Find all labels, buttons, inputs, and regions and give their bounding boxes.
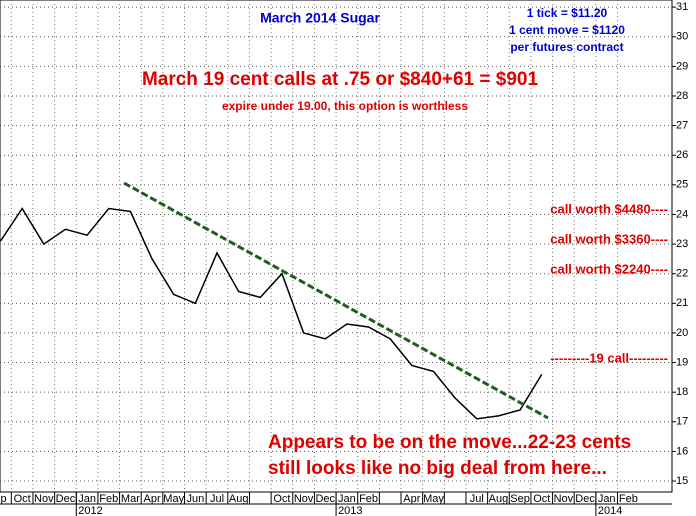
y-tick-label: 16 <box>676 445 688 457</box>
x-tick-label: Jun <box>186 493 204 505</box>
annotation: March 19 cent calls at .75 or $840+61 = … <box>142 69 539 90</box>
y-tick-label: 20 <box>676 327 688 339</box>
x-tick-label: Oct <box>533 493 550 505</box>
x-tick-label: Feb <box>99 493 118 505</box>
x-tick-label: Apr <box>143 493 160 505</box>
annotation: 1 cent move = $1120 <box>509 23 625 37</box>
y-tick-label: 15 <box>676 475 688 487</box>
y-tick-label: 27 <box>676 119 688 131</box>
x-tick-label: Aug <box>489 493 509 505</box>
annotation: 1 tick = $11.20 <box>527 6 608 20</box>
x-tick-label: Jul <box>210 493 224 505</box>
y-tick-label: 23 <box>676 238 688 250</box>
y-tick-label: 24 <box>676 208 688 220</box>
x-tick-label: Nov <box>34 493 54 505</box>
x-tick-label: Oct <box>14 493 31 505</box>
x-tick-label: May <box>163 493 184 505</box>
year-label: 2014 <box>598 505 622 516</box>
annotation: expire under 19.00, this option is worth… <box>222 99 468 113</box>
y-tick-label: 29 <box>676 60 688 72</box>
x-tick-label: Jan <box>598 493 616 505</box>
y-tick-label: 18 <box>676 386 688 398</box>
x-tick-label: Nov <box>294 493 314 505</box>
x-tick-label: Jul <box>470 493 484 505</box>
y-tick-label: 22 <box>676 268 688 280</box>
x-tick-label: ep <box>0 493 7 505</box>
annotation: still looks like no big deal from here..… <box>268 458 607 479</box>
x-tick-label: Aug <box>229 493 249 505</box>
trend-line <box>123 181 549 420</box>
y-tick-label: 28 <box>676 90 688 102</box>
year-label: 2013 <box>338 505 362 516</box>
x-tick-label: Sep <box>510 493 530 505</box>
x-tick-label: Jan <box>338 493 356 505</box>
y-tick-label: 30 <box>676 31 688 43</box>
y-tick-label: 31 <box>676 1 688 13</box>
annotation: ---------19 call--------- <box>550 350 668 365</box>
x-tick-label: May <box>423 493 444 505</box>
x-tick-label: Oct <box>273 493 290 505</box>
annotation: call worth $4480---- <box>550 201 668 216</box>
x-tick-label: Feb <box>359 493 378 505</box>
y-tick-label: 19 <box>676 356 688 368</box>
x-tick-label: Dec <box>56 493 76 505</box>
x-tick-label: Nov <box>554 493 574 505</box>
annotation: call worth $2240---- <box>550 261 668 276</box>
annotation: Appears to be on the move...22-23 cents <box>268 432 631 453</box>
y-tick-label: 25 <box>676 179 688 191</box>
x-tick-label: Jan <box>78 493 96 505</box>
x-tick-label: Dec <box>575 493 595 505</box>
annotation: per futures contract <box>510 40 623 54</box>
x-tick-label: Apr <box>403 493 420 505</box>
chart-title: March 2014 Sugar <box>260 10 380 26</box>
x-tick-label: Mar <box>121 493 140 505</box>
y-tick-label: 26 <box>676 149 688 161</box>
price-line <box>0 207 543 420</box>
x-tick-label: Feb <box>619 493 638 505</box>
y-tick-label: 17 <box>676 416 688 428</box>
x-tick-label: Dec <box>315 493 335 505</box>
plot-area <box>0 0 673 493</box>
y-tick-label: 21 <box>676 297 688 309</box>
annotation: call worth $3360---- <box>550 231 668 246</box>
year-label: 2012 <box>78 505 102 516</box>
